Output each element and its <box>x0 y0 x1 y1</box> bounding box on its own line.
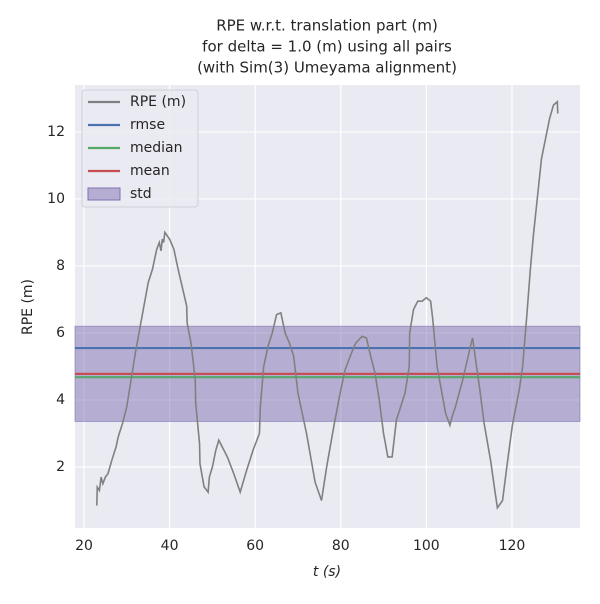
legend-label: rmse <box>130 117 165 133</box>
y-tick-label: 10 <box>47 191 65 207</box>
x-tick-label: 120 <box>499 538 526 554</box>
y-tick-label: 2 <box>56 459 65 475</box>
legend-label: median <box>130 140 182 156</box>
chart-title: (with Sim(3) Umeyama alignment) <box>197 59 457 77</box>
y-tick-label: 6 <box>56 325 65 341</box>
x-tick-label: 100 <box>413 538 440 554</box>
chart-title: RPE w.r.t. translation part (m) <box>216 17 438 35</box>
chart-title: for delta = 1.0 (m) using all pairs <box>202 38 452 56</box>
legend-label: std <box>130 186 152 202</box>
x-axis-label: t (s) <box>313 564 341 580</box>
x-tick-label: 20 <box>75 538 93 554</box>
y-tick-label: 8 <box>56 258 65 274</box>
legend-swatch <box>87 187 121 201</box>
legend-label: mean <box>130 163 170 179</box>
x-tick-label: 60 <box>246 538 264 554</box>
x-tick-label: 40 <box>161 538 179 554</box>
x-tick-label: 80 <box>332 538 350 554</box>
y-tick-label: 12 <box>47 124 65 140</box>
data-line <box>96 100 559 511</box>
y-tick-label: 4 <box>56 392 65 408</box>
y-axis-label: RPE (m) <box>20 279 36 335</box>
legend-label: RPE (m) <box>130 94 186 110</box>
legend-box <box>81 89 199 208</box>
